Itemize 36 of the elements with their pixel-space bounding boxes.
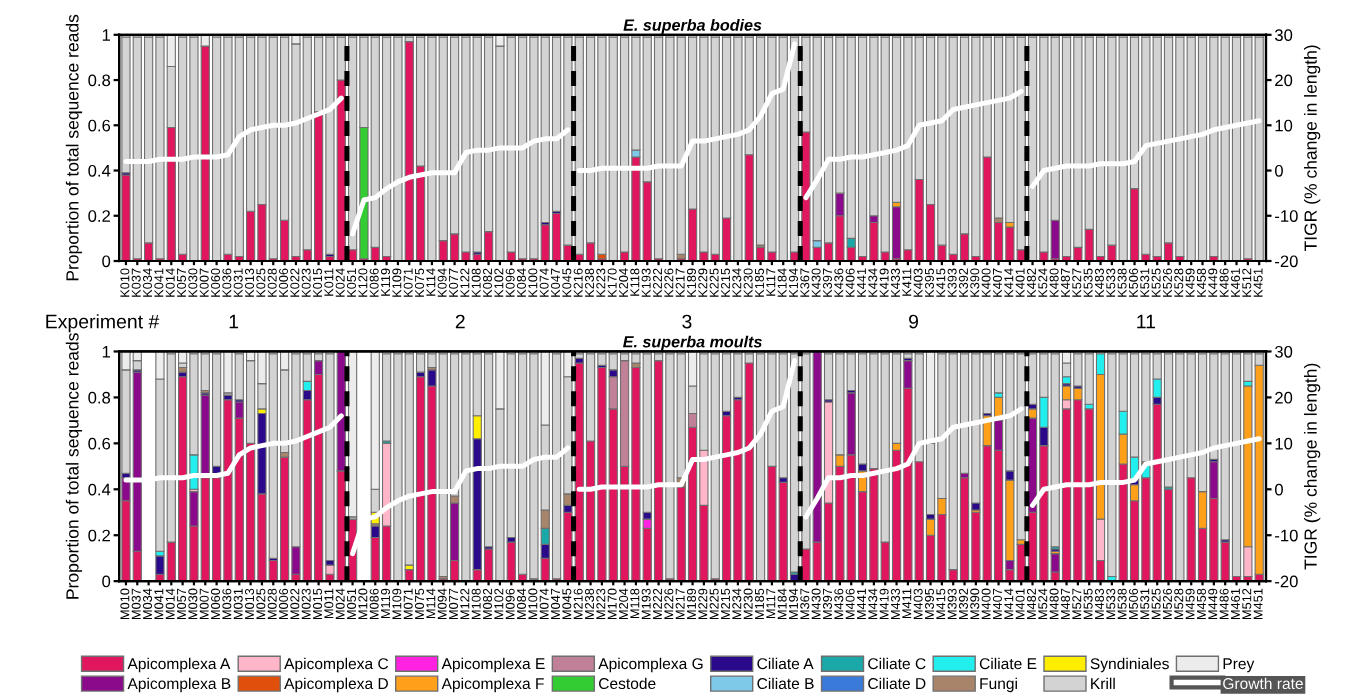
y2-tick-label: 30 (1274, 345, 1293, 358)
y-tick-label: 0.2 (88, 529, 110, 542)
y2-tick-label: -10 (1275, 529, 1298, 542)
y-tick-label: 1 (102, 29, 111, 41)
y2-tick-label: 20 (1275, 74, 1293, 87)
chart-title: E. superba bodies (623, 18, 762, 34)
y-tick-label: 0.8 (88, 74, 111, 87)
y-tick-label: 0.4 (88, 483, 111, 496)
chart-title: E. superba moults (623, 335, 762, 351)
y2-tick-label: -10 (1275, 210, 1298, 222)
y2-tick-label: -20 (1275, 575, 1298, 588)
y2-tick-label: 20 (1275, 391, 1293, 404)
text: 9 (909, 314, 919, 329)
y-tick-label: 0.6 (88, 119, 111, 132)
text: 1 (229, 314, 239, 329)
text: 11 (1137, 314, 1156, 329)
y2-tick-label: 0 (1274, 164, 1283, 177)
y2-tick-label: 10 (1275, 437, 1293, 450)
y-tick-label: 1 (102, 346, 111, 358)
y-tick-label: 0.6 (88, 437, 111, 450)
y-tick-label: 0.8 (88, 391, 111, 404)
y-tick-label: 0 (102, 255, 111, 268)
y2-axis-title: TIGR (% change in length) (1303, 363, 1321, 570)
y-axis-title: Proportion of total sequence reads (65, 333, 83, 599)
y-tick-label: 0 (102, 575, 111, 588)
text: Experiment # (46, 314, 160, 333)
y2-axis-title: TIGR (% change in length) (1303, 45, 1321, 252)
y2-tick-label: 0 (1274, 483, 1283, 496)
y2-tick-label: 30 (1274, 29, 1293, 41)
y-tick-label: 0.4 (88, 164, 111, 177)
y2-tick-label: 10 (1275, 119, 1293, 132)
text: 2 (455, 314, 465, 329)
text: 3 (682, 314, 692, 329)
y-tick-label: 0.2 (88, 210, 110, 222)
y-axis-title: Proportion of total sequence reads (65, 14, 83, 281)
y2-tick-label: -20 (1275, 255, 1298, 268)
